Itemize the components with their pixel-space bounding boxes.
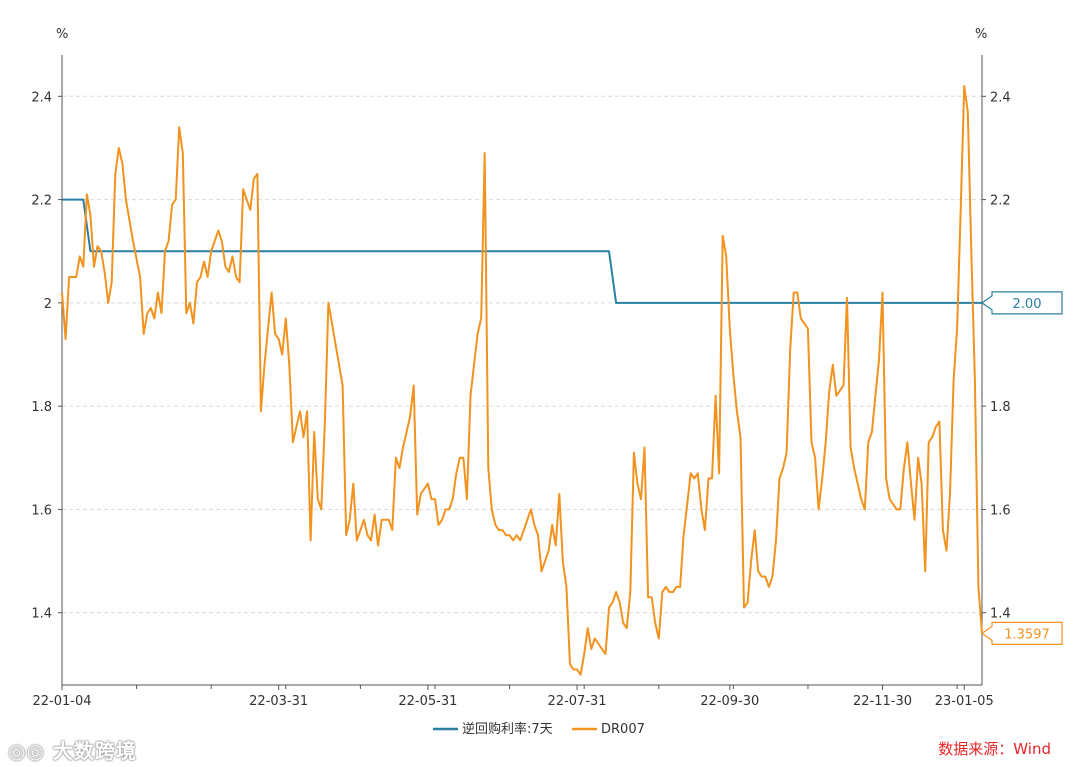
x-tick-label: 22-11-30 (853, 694, 912, 709)
y-tick-label-left: 1.4 (31, 607, 52, 622)
y-tick-label-left: 1.8 (31, 400, 52, 415)
x-tick-label: 23-01-05 (935, 694, 994, 709)
legend-label-reverse-repo[interactable]: 逆回购利率:7天 (462, 721, 553, 737)
callout-dr007-box (980, 621, 1063, 645)
x-tick-label: 22-03-31 (249, 694, 308, 709)
reverse-repo-7d-line (62, 198, 982, 304)
y-tick-label-left: 2.4 (31, 90, 52, 105)
y-tick-label-left: 2.2 (31, 194, 52, 209)
callout-dr007-label: 1.3597 (1004, 627, 1050, 642)
x-tick-label: 22-05-31 (398, 694, 457, 709)
y-tick-label-left: 1.6 (31, 503, 52, 518)
legend-label-dr007[interactable]: DR007 (601, 722, 645, 737)
x-tick-label: 22-01-04 (32, 694, 91, 709)
series-lines (61, 85, 983, 676)
axes: % % (56, 27, 987, 686)
x-axis-ticks: 22-01-04 22-03-31 22-05-31 22-07-31 22-09-30… (32, 685, 994, 709)
right-axis-unit: % (975, 27, 987, 42)
end-value-callouts: 2.00 1.3597 (980, 291, 1063, 645)
data-source-note: 数据来源：Wind (938, 740, 1051, 758)
y-tick-label-right: 1.4 (990, 607, 1011, 622)
callout-reverse-repo-box (980, 291, 1063, 315)
y-tick-label-right: 1.6 (990, 503, 1011, 518)
y-tick-label-left: 2 (44, 297, 52, 312)
y-tick-label-right: 1.8 (990, 400, 1011, 415)
left-axis-ticks: 1.4 1.6 1.8 2 2.2 2.4 (31, 90, 62, 622)
x-tick-label: 22-07-31 (548, 694, 607, 709)
watermark-text: 大数跨境 (52, 739, 137, 763)
watermark-icon: ◎◎ (8, 739, 45, 763)
watermark-logo: ◎◎ 大数跨境 (8, 735, 137, 764)
dr007-line (61, 85, 983, 676)
left-axis-unit: % (56, 27, 68, 42)
y-tick-label-right: 2.4 (990, 90, 1011, 105)
legend[interactable]: 逆回购利率:7天 DR007 (433, 721, 645, 737)
right-axis-ticks: 1.41.61.822.22.4 (982, 90, 1011, 622)
callout-reverse-repo-label: 2.00 (1013, 297, 1042, 312)
x-tick-label: 22-09-30 (700, 694, 759, 709)
y-tick-label-right: 2.2 (990, 194, 1011, 209)
